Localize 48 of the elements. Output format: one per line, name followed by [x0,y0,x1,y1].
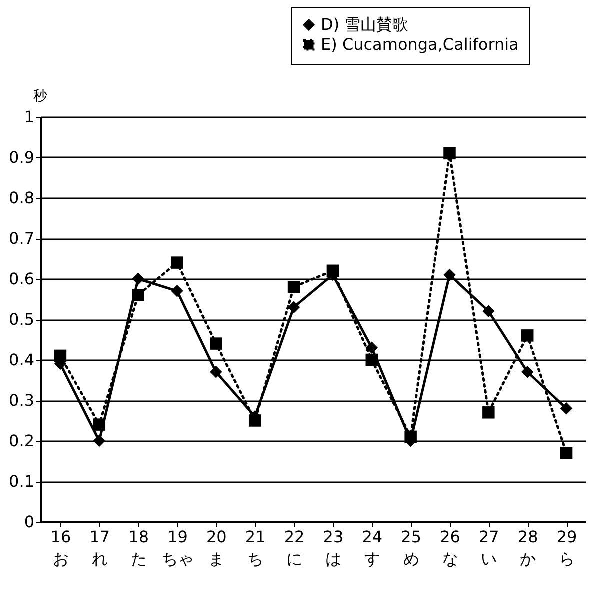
point [210,338,222,350]
point [482,305,495,318]
x-tick-label: 21 ち [245,528,266,568]
legend-label: D) 雪山賛歌 [321,15,409,34]
x-tick-label: 27 い [479,528,500,568]
y-tick-label: 1 [24,108,34,126]
x-tick-label: 20 ま [206,528,227,568]
y-tick-label: 0.4 [9,350,34,370]
y-tick-label: 0.1 [9,472,34,491]
point [366,342,378,354]
x-tick-label: 23 は [323,528,344,568]
x-tick-label: 24 す [362,528,383,568]
y-tick-label: 0.9 [9,148,34,167]
x-tick-label: 16 お [50,528,72,568]
point [132,272,144,286]
x-tick-label: 28 か [518,528,538,568]
x-tick-label: 26 な [440,528,460,568]
point [171,285,184,298]
y-tick-label: 0.8 [9,188,34,208]
point [210,366,222,378]
x-tick-label: 18 た [128,528,149,568]
point [444,268,456,282]
x-tick-label: 29 ら [556,528,578,568]
x-tick-label: 22 に [284,528,305,568]
point [521,366,534,378]
point [288,280,300,294]
legend-label: E) Cucamonga,California [321,35,519,54]
y-tick-label: 0.3 [9,391,34,410]
point [132,289,144,302]
point [366,354,378,366]
point [171,256,184,269]
x-tick-label: 25 め [401,528,422,568]
point [560,447,573,460]
y-tick-label: 0 [24,512,34,532]
x-tick-label: 17 れ [90,528,110,568]
x-tick-label: 19 ちゃ [162,528,194,568]
point [93,418,106,431]
point [560,402,573,415]
point [482,406,495,419]
y-tick-label: 0.2 [9,432,34,450]
point [521,330,534,342]
point [288,301,300,314]
y-tick-label: 0.7 [9,229,34,248]
point [444,147,456,160]
point [93,434,106,448]
y-tick-label: 0.6 [9,270,34,288]
y-axis-title: 秒 [34,88,48,104]
y-tick-label: 0.5 [9,310,34,329]
